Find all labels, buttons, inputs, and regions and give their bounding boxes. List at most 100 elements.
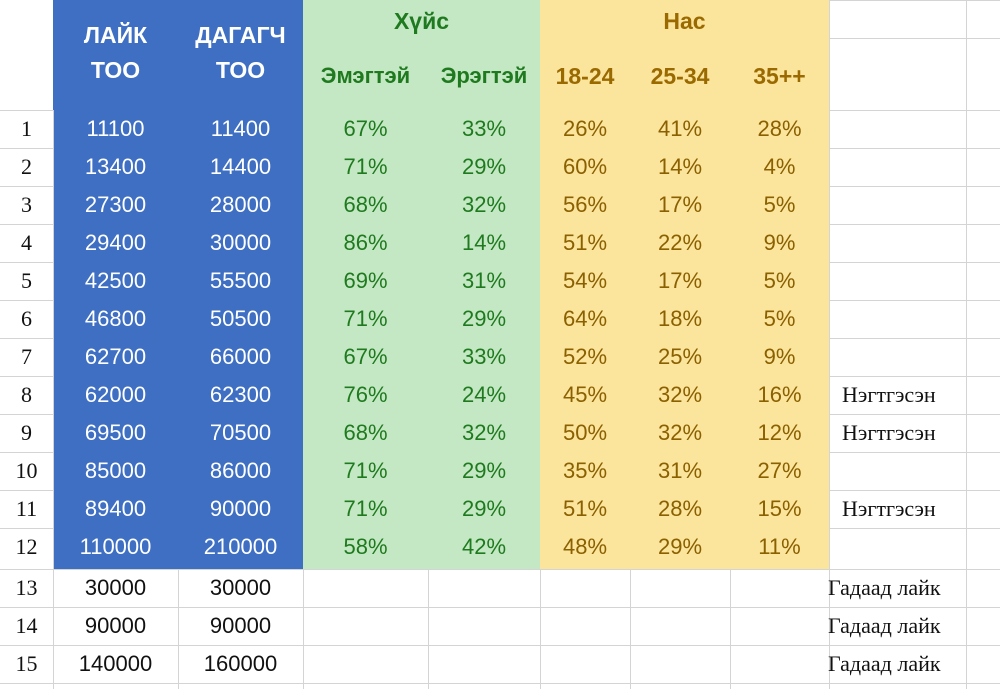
followers-cell[interactable]: 50500 bbox=[209, 306, 272, 331]
age-25-34-cell[interactable]: 25% bbox=[657, 344, 703, 369]
likes-cell[interactable]: 42500 bbox=[84, 268, 147, 293]
row-number[interactable]: 1 bbox=[21, 116, 32, 141]
followers-cell[interactable]: 70500 bbox=[209, 420, 272, 445]
male-cell[interactable]: 33% bbox=[461, 116, 507, 141]
age-18-24-cell[interactable] bbox=[540, 645, 630, 683]
age-18-24-cell[interactable]: 51% bbox=[562, 230, 608, 255]
age-18-24-cell[interactable]: 52% bbox=[562, 344, 608, 369]
age-25-34-cell[interactable]: 41% bbox=[657, 116, 703, 141]
note-cell[interactable]: Нэгтгэсэн bbox=[842, 496, 936, 521]
age-18-24-cell[interactable] bbox=[540, 569, 630, 607]
likes-cell[interactable]: 30000 bbox=[84, 575, 147, 600]
likes-cell[interactable]: 85000 bbox=[84, 458, 147, 483]
male-cell[interactable] bbox=[428, 607, 540, 645]
age-35-plus-cell[interactable]: 15% bbox=[757, 496, 802, 521]
female-cell[interactable] bbox=[303, 569, 428, 607]
age-18-24-cell[interactable]: 64% bbox=[562, 306, 608, 331]
row-number[interactable]: 13 bbox=[15, 575, 38, 600]
likes-cell[interactable]: 140000 bbox=[78, 651, 153, 676]
male-cell[interactable]: 31% bbox=[461, 268, 507, 293]
row-number[interactable]: 12 bbox=[15, 534, 38, 559]
male-cell[interactable] bbox=[428, 569, 540, 607]
age-25-34-cell[interactable]: 32% bbox=[657, 420, 703, 445]
row-number[interactable]: 9 bbox=[21, 420, 32, 445]
followers-cell[interactable]: 28000 bbox=[209, 192, 272, 217]
age-18-24-cell[interactable]: 26% bbox=[562, 116, 608, 141]
age-25-34-cell[interactable]: 32% bbox=[657, 382, 703, 407]
likes-cell[interactable]: 11100 bbox=[86, 116, 145, 141]
likes-cell[interactable]: 46800 bbox=[84, 306, 147, 331]
age-35-plus-cell[interactable]: 11% bbox=[758, 534, 801, 559]
age-18-24-cell[interactable] bbox=[540, 607, 630, 645]
age-35-plus-cell[interactable] bbox=[730, 607, 829, 645]
followers-cell[interactable]: 14400 bbox=[209, 154, 272, 179]
followers-cell[interactable]: 66000 bbox=[209, 344, 272, 369]
followers-cell[interactable]: 86000 bbox=[209, 458, 272, 483]
male-cell[interactable]: 32% bbox=[461, 420, 507, 445]
age-25-34-cell[interactable]: 14% bbox=[657, 154, 703, 179]
row-number[interactable]: 10 bbox=[15, 458, 38, 483]
female-cell[interactable]: 71% bbox=[343, 496, 388, 521]
age-25-34-cell[interactable]: 17% bbox=[657, 192, 703, 217]
row-number[interactable]: 5 bbox=[21, 268, 32, 293]
row-number[interactable]: 11 bbox=[15, 496, 38, 521]
likes-cell[interactable]: 62000 bbox=[84, 382, 147, 407]
age-35-plus-cell[interactable]: 5% bbox=[763, 192, 796, 217]
age-25-34-cell[interactable]: 22% bbox=[657, 230, 703, 255]
note-cell[interactable]: Нэгтгэсэн bbox=[842, 420, 936, 445]
age-18-24-cell[interactable]: 35% bbox=[562, 458, 608, 483]
age-25-34-cell[interactable] bbox=[630, 569, 730, 607]
age-35-plus-cell[interactable]: 4% bbox=[763, 154, 796, 179]
male-cell[interactable]: 42% bbox=[461, 534, 507, 559]
male-cell[interactable]: 29% bbox=[461, 496, 507, 521]
age-35-plus-cell[interactable]: 5% bbox=[763, 268, 796, 293]
male-cell[interactable]: 29% bbox=[461, 154, 507, 179]
row-number[interactable]: 4 bbox=[21, 230, 32, 255]
female-cell[interactable]: 71% bbox=[343, 154, 388, 179]
age-18-24-cell[interactable]: 51% bbox=[562, 496, 608, 521]
likes-cell[interactable]: 27300 bbox=[84, 192, 147, 217]
age-35-plus-cell[interactable]: 12% bbox=[757, 420, 802, 445]
age-18-24-cell[interactable]: 60% bbox=[562, 154, 608, 179]
followers-cell[interactable]: 90000 bbox=[209, 496, 272, 521]
male-cell[interactable]: 29% bbox=[461, 458, 507, 483]
age-25-34-cell[interactable]: 29% bbox=[657, 534, 703, 559]
male-cell[interactable]: 32% bbox=[461, 192, 507, 217]
note-cell[interactable]: Гадаад лайк bbox=[828, 575, 941, 600]
followers-cell[interactable]: 30000 bbox=[209, 575, 272, 600]
row-number[interactable]: 7 bbox=[21, 344, 32, 369]
row-number[interactable]: 15 bbox=[15, 651, 38, 676]
age-18-24-cell[interactable]: 54% bbox=[562, 268, 608, 293]
female-cell[interactable]: 71% bbox=[343, 458, 388, 483]
row-number[interactable]: 8 bbox=[21, 382, 32, 407]
female-cell[interactable]: 86% bbox=[343, 230, 388, 255]
female-cell[interactable]: 69% bbox=[343, 268, 388, 293]
age-25-34-cell[interactable]: 31% bbox=[657, 458, 703, 483]
age-35-plus-cell[interactable]: 16% bbox=[757, 382, 802, 407]
likes-cell[interactable]: 13400 bbox=[84, 154, 147, 179]
followers-cell[interactable]: 30000 bbox=[209, 230, 272, 255]
note-cell[interactable]: Нэгтгэсэн bbox=[842, 382, 936, 407]
row-number[interactable]: 2 bbox=[21, 154, 32, 179]
row-number[interactable]: 14 bbox=[15, 613, 38, 638]
female-cell[interactable] bbox=[303, 607, 428, 645]
female-cell[interactable] bbox=[303, 645, 428, 683]
age-35-plus-cell[interactable]: 9% bbox=[763, 230, 796, 255]
age-35-plus-cell[interactable]: 9% bbox=[763, 344, 796, 369]
age-18-24-cell[interactable]: 50% bbox=[562, 420, 608, 445]
likes-cell[interactable]: 69500 bbox=[84, 420, 147, 445]
male-cell[interactable]: 29% bbox=[461, 306, 507, 331]
male-cell[interactable]: 33% bbox=[461, 344, 507, 369]
followers-cell[interactable]: 55500 bbox=[209, 268, 272, 293]
age-25-34-cell[interactable]: 28% bbox=[657, 496, 703, 521]
male-cell[interactable] bbox=[428, 645, 540, 683]
age-35-plus-cell[interactable]: 5% bbox=[763, 306, 796, 331]
male-cell[interactable]: 14% bbox=[461, 230, 507, 255]
note-cell[interactable]: Гадаад лайк bbox=[828, 613, 941, 638]
age-18-24-cell[interactable]: 56% bbox=[562, 192, 608, 217]
age-18-24-cell[interactable]: 45% bbox=[562, 382, 608, 407]
age-35-plus-cell[interactable]: 28% bbox=[757, 116, 802, 141]
likes-cell[interactable]: 90000 bbox=[84, 613, 147, 638]
age-18-24-cell[interactable]: 48% bbox=[562, 534, 608, 559]
age-25-34-cell[interactable] bbox=[630, 607, 730, 645]
